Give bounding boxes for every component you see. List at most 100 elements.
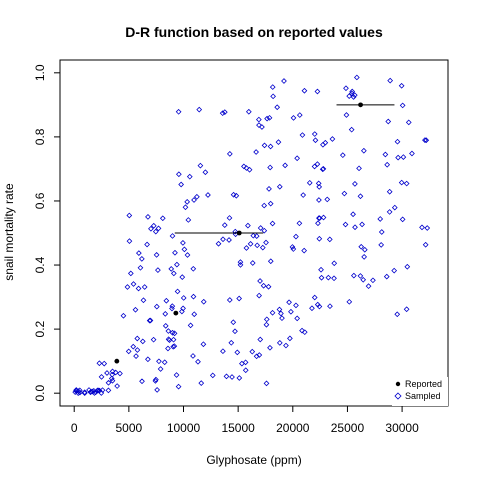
- sampled-point: [127, 270, 134, 277]
- sampled-point: [184, 252, 191, 258]
- sampled-point: [230, 191, 237, 198]
- sampled-point: [105, 379, 112, 386]
- sampled-point: [312, 137, 319, 144]
- sampled-point: [132, 306, 139, 313]
- sampled-point: [221, 222, 228, 228]
- sampled-point: [346, 93, 353, 99]
- sampled-point: [399, 102, 406, 109]
- sampled-point: [109, 371, 116, 378]
- sampled-point: [153, 376, 159, 383]
- sampled-point: [384, 161, 391, 168]
- sampled-point: [263, 321, 270, 328]
- sampled-point: [257, 225, 264, 231]
- sampled-point: [145, 356, 151, 363]
- sampled-point: [422, 241, 429, 248]
- chart-title: D-R function based on reported values: [125, 24, 383, 40]
- sampled-point: [247, 241, 254, 247]
- sampled-point: [226, 215, 233, 221]
- sampled-point: [190, 293, 197, 300]
- sampled-point: [289, 244, 296, 250]
- sampled-point: [385, 118, 392, 125]
- sampled-point: [161, 359, 168, 366]
- sampled-point: [172, 249, 178, 256]
- sampled-point: [316, 184, 323, 190]
- sampled-point: [169, 233, 176, 239]
- sampled-point: [175, 383, 182, 390]
- sampled-point: [165, 328, 172, 334]
- x-axis-label: Glyphosate (ppm): [206, 453, 301, 467]
- legend: Reported Sampled: [392, 377, 448, 406]
- sampled-point: [250, 232, 257, 239]
- sampled-point: [365, 283, 372, 290]
- sampled-point: [155, 225, 162, 232]
- sampled-point: [398, 179, 405, 186]
- sampled-point: [125, 348, 132, 355]
- sampled-point: [409, 150, 415, 157]
- sampled-point: [152, 378, 159, 384]
- sampled-point: [153, 251, 160, 258]
- sampled-point: [191, 311, 198, 318]
- sampled-point: [232, 328, 238, 335]
- sampled-point: [326, 236, 333, 243]
- legend-sampled-label: Sampled: [405, 391, 441, 401]
- sampled-point: [282, 162, 288, 169]
- sampled-point: [263, 316, 270, 323]
- sampled-point: [157, 366, 164, 372]
- sampled-point: [343, 85, 349, 92]
- sampled-point: [148, 225, 154, 232]
- sampled-point: [154, 387, 160, 393]
- sampled-point: [301, 87, 308, 94]
- sampled-point: [400, 154, 407, 160]
- sampled-point: [346, 298, 353, 305]
- sampled-point: [424, 225, 431, 231]
- sampled-point: [92, 389, 99, 396]
- sampled-point: [191, 197, 197, 203]
- sampled-point: [175, 171, 182, 178]
- reported-point: [236, 230, 242, 236]
- sampled-point: [234, 349, 241, 356]
- sampled-point: [386, 188, 393, 195]
- sampled-point: [349, 90, 355, 97]
- sampled-point: [358, 243, 365, 250]
- sampled-point: [329, 136, 336, 142]
- sampled-point: [257, 278, 263, 284]
- sampled-point: [190, 265, 197, 272]
- sampled-point: [180, 305, 186, 312]
- sampled-point: [190, 353, 196, 359]
- sampled-point: [130, 343, 137, 350]
- sampled-point: [353, 74, 360, 81]
- sampled-point: [327, 303, 333, 310]
- sampled-point: [349, 88, 356, 95]
- sampled-point: [286, 299, 292, 306]
- sampled-point: [126, 212, 133, 219]
- sampled-point: [391, 267, 398, 274]
- sampled-point: [200, 298, 207, 305]
- sampled-point: [159, 215, 166, 222]
- sampled-point: [249, 260, 256, 266]
- sampled-point: [98, 374, 105, 380]
- sampled-point: [257, 336, 264, 343]
- sampled-point: [261, 142, 268, 149]
- sampled-point: [145, 213, 151, 220]
- reported-point: [114, 358, 120, 364]
- sampled-point: [391, 204, 398, 211]
- sampled-point: [249, 348, 256, 355]
- sampled-point: [405, 119, 412, 126]
- sampled-point: [81, 390, 88, 396]
- y-tick-label: 0.2: [33, 320, 47, 337]
- sampled-point: [265, 283, 272, 290]
- sampled-point: [178, 181, 184, 188]
- sampled-point: [120, 312, 127, 319]
- sampled-point: [296, 112, 303, 118]
- sampled-point: [184, 198, 191, 205]
- sampled-point: [350, 211, 356, 218]
- y-tick-label: 0.8: [33, 128, 47, 145]
- axes: 0 5000 10000 15000 20000 25000 30000 0.0 0.2 0.4 0…: [33, 64, 419, 435]
- sampled-point: [267, 143, 274, 150]
- sampled-point: [290, 246, 297, 252]
- sampled-point: [316, 235, 323, 242]
- sampled-point: [209, 372, 216, 379]
- sampled-point: [170, 343, 177, 350]
- legend-sampled-marker: [394, 392, 402, 400]
- sampled-point: [194, 193, 200, 200]
